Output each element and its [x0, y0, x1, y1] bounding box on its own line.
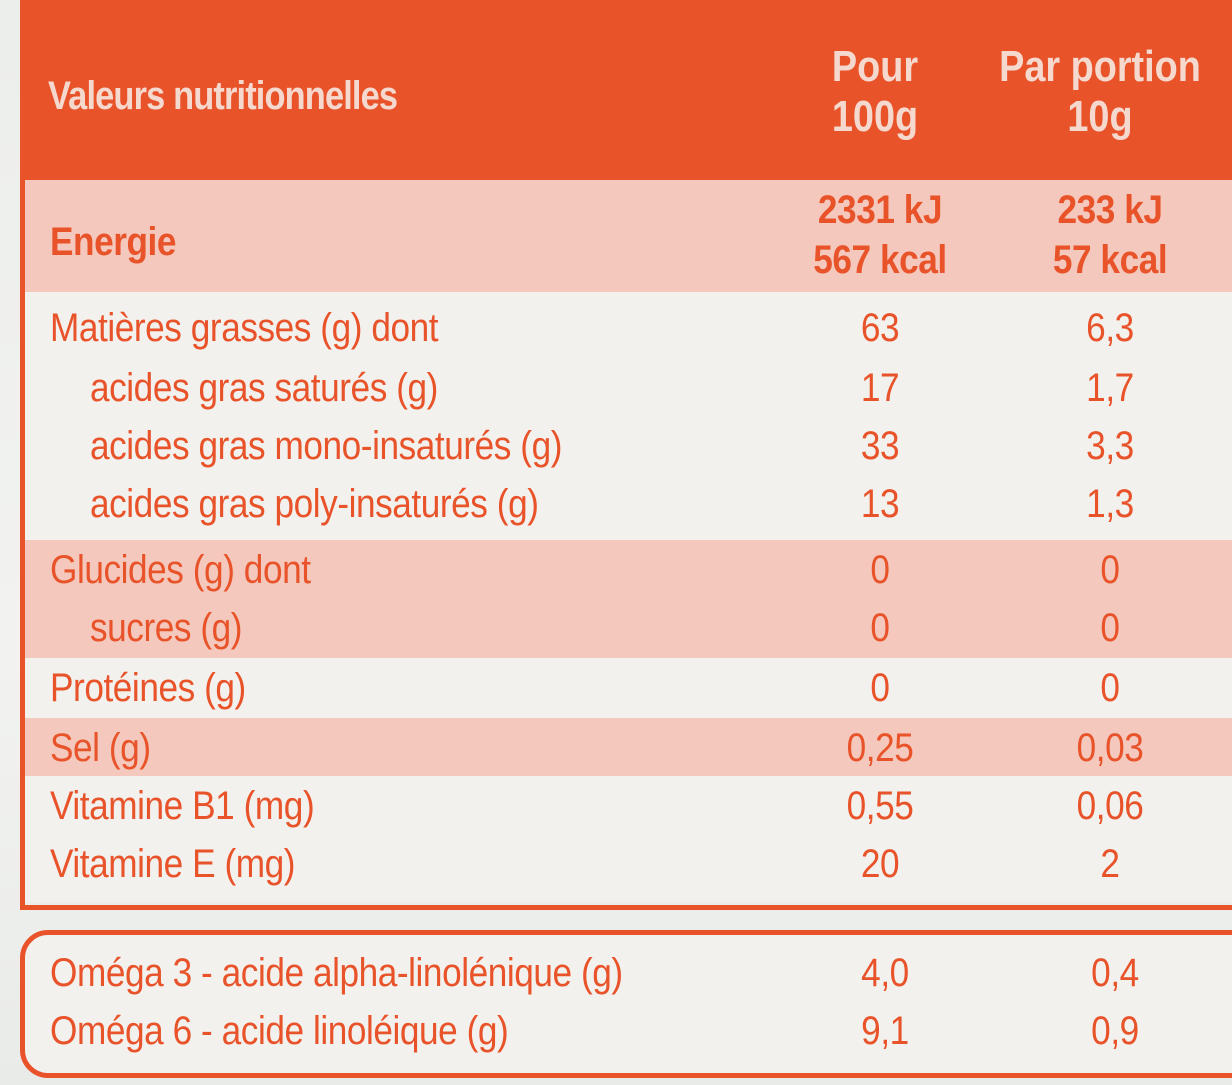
row-label: Protéines (g) — [50, 666, 246, 710]
row-value-portion: 0 — [1100, 606, 1120, 650]
row-label: Sel (g) — [50, 726, 151, 770]
table-group-fat: Matières grasses (g) dont 63 6,3 acides … — [25, 292, 1232, 540]
table-frame — [20, 0, 1232, 910]
row-label: Glucides (g) dont — [50, 548, 311, 592]
row-value-per100: 20 — [860, 842, 900, 886]
energy-portion-kj: 233 kJ — [1057, 188, 1163, 232]
row-value-per100: 0 — [870, 548, 890, 592]
row-value-portion: 0,03 — [1076, 726, 1144, 770]
row-value-per100: 0,55 — [846, 784, 914, 828]
row-value-per100: 17 — [860, 366, 900, 410]
row-label: Oméga 3 - acide alpha-linolénique (g) — [50, 951, 623, 995]
table-header — [20, 0, 1232, 180]
row-value-per100: 63 — [860, 306, 900, 350]
table-row-energy: Energie 2331 kJ 567 kcal 233 kJ 57 kcal — [25, 180, 1232, 292]
row-value-portion: 1,7 — [1086, 366, 1134, 410]
column-header-per-100g-line2: 100g — [831, 92, 919, 141]
column-header-per-100g: Pour 100g — [802, 42, 948, 142]
table-row-salt: Sel (g) 0,25 0,03 — [25, 718, 1232, 776]
row-value-per100: 0 — [870, 666, 890, 710]
omega-box: Oméga 3 - acide alpha-linolénique (g) 4,… — [20, 930, 1232, 1078]
column-header-per-portion-line1: Par portion — [999, 42, 1201, 91]
energy-portion-kcal: 57 kcal — [1052, 238, 1168, 282]
row-label-energy: Energie — [50, 220, 177, 264]
energy-per100-kcal: 567 kcal — [813, 238, 947, 282]
table-group-carbohydrates: Glucides (g) dont 0 0 sucres (g) 0 0 — [25, 540, 1232, 658]
row-value-portion: 6,3 — [1086, 306, 1134, 350]
energy-per100-kj: 2331 kJ — [817, 188, 943, 232]
row-value-portion: 1,3 — [1086, 482, 1134, 526]
row-value-per100: 13 — [860, 482, 900, 526]
row-value-portion: 0,06 — [1076, 784, 1144, 828]
row-value-per100: 9,1 — [861, 1009, 909, 1053]
row-value-portion: 0,9 — [1091, 1009, 1139, 1053]
row-label: acides gras poly-insaturés (g) — [90, 482, 539, 526]
row-value-per100: 4,0 — [861, 951, 909, 995]
row-label: sucres (g) — [90, 606, 243, 650]
table-row-omega3: Oméga 3 - acide alpha-linolénique (g) 4,… — [25, 951, 1232, 1011]
table-row-omega6: Oméga 6 - acide linoléique (g) 9,1 0,9 — [25, 1009, 1232, 1069]
row-value-portion: 0,4 — [1091, 951, 1139, 995]
row-value-per100: 0 — [870, 606, 890, 650]
column-header-per-portion: Par portion 10g — [993, 42, 1208, 142]
row-label: Vitamine B1 (mg) — [50, 784, 315, 828]
column-header-per-portion-line2: 10g — [1067, 92, 1133, 141]
row-value-portion: 0 — [1100, 666, 1120, 710]
row-label: acides gras mono-insaturés (g) — [90, 424, 562, 468]
table-title: Valeurs nutritionnelles — [48, 74, 398, 118]
row-label: Oméga 6 - acide linoléique (g) — [50, 1009, 509, 1053]
row-value-portion: 0 — [1100, 548, 1120, 592]
row-value-portion: 3,3 — [1086, 424, 1134, 468]
column-header-per-100g-line1: Pour — [831, 42, 919, 91]
row-label: Matières grasses (g) dont — [50, 306, 439, 350]
table-group-vitamins: Vitamine B1 (mg) 0,55 0,06 Vitamine E (m… — [25, 776, 1232, 902]
table-row-proteins: Protéines (g) 0 0 — [25, 658, 1232, 718]
row-label: Vitamine E (mg) — [50, 842, 296, 886]
row-value-per100: 0,25 — [846, 726, 914, 770]
row-label: acides gras saturés (g) — [90, 366, 438, 410]
row-value-portion: 2 — [1100, 842, 1120, 886]
row-value-per100: 33 — [860, 424, 900, 468]
